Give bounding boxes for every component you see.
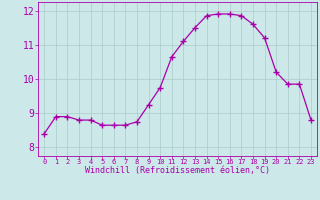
X-axis label: Windchill (Refroidissement éolien,°C): Windchill (Refroidissement éolien,°C) <box>85 166 270 175</box>
